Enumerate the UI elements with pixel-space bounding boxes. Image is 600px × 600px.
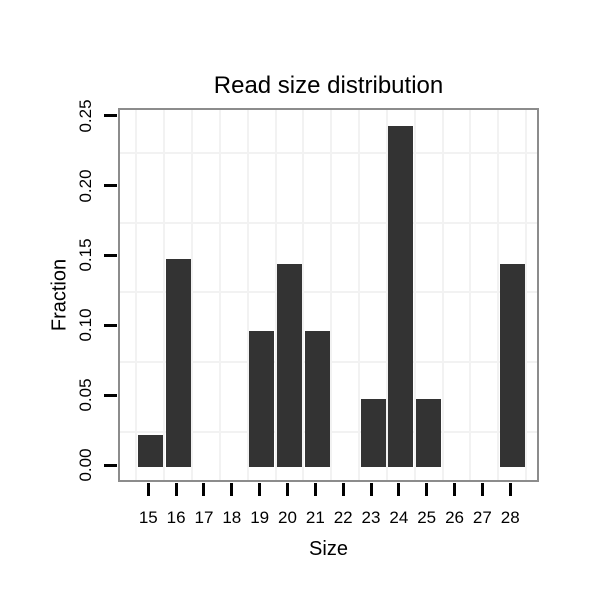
- x-tick-label: 24: [389, 508, 409, 527]
- x-tick-label: 17: [194, 508, 214, 527]
- x-tick-label: 27: [472, 508, 492, 527]
- x-axis-tick: [397, 483, 401, 496]
- x-axis-tick: [453, 483, 457, 496]
- y-axis-tick: [104, 323, 117, 327]
- x-tick-label: 19: [250, 508, 270, 527]
- chart-title: Read size distribution: [213, 72, 444, 99]
- x-tick-label: 22: [333, 508, 353, 527]
- x-axis-tick: [341, 483, 345, 496]
- x-tick-label: 20: [278, 508, 297, 527]
- x-axis-tick: [313, 483, 317, 496]
- gridline-horizontal: [120, 221, 537, 224]
- x-tick-label: 15: [138, 508, 158, 527]
- x-axis-tick: [508, 483, 512, 496]
- gridline-vertical: [191, 110, 194, 480]
- bar: [416, 398, 442, 467]
- bar: [137, 434, 163, 467]
- bar: [388, 126, 414, 467]
- gridline-vertical: [246, 110, 249, 480]
- x-tick-label: 25: [417, 508, 437, 527]
- y-tick-label: 0.25: [76, 99, 95, 133]
- x-tick-label: 21: [305, 508, 325, 527]
- gridline-vertical: [218, 110, 221, 480]
- x-axis-tick: [258, 483, 262, 496]
- x-axis-tick: [286, 483, 289, 496]
- x-axis-tick: [480, 483, 484, 496]
- y-axis-tick: [104, 184, 117, 188]
- x-axis-tick: [202, 483, 206, 496]
- bar: [277, 264, 302, 467]
- x-tick-label: 18: [222, 508, 242, 527]
- y-tick-label: 0.00: [76, 448, 95, 482]
- gridline-vertical: [413, 110, 416, 480]
- x-tick-label: 16: [166, 508, 186, 527]
- bar: [165, 258, 191, 467]
- y-tick-label: 0.05: [76, 378, 95, 412]
- gridline-vertical: [358, 110, 361, 480]
- x-tick-label: 26: [445, 508, 464, 527]
- y-axis-tick: [104, 114, 117, 118]
- bar: [499, 264, 525, 467]
- y-tick-label: 0.10: [76, 308, 95, 342]
- gridline-vertical: [525, 110, 528, 480]
- y-axis-title: Fraction: [48, 258, 71, 332]
- gridline-horizontal: [120, 151, 537, 154]
- gridline-vertical: [330, 110, 333, 480]
- bar: [360, 398, 386, 467]
- y-tick-label: 0.15: [76, 238, 95, 272]
- gridline-vertical: [302, 110, 305, 480]
- x-axis-tick: [230, 483, 234, 496]
- x-axis-tick: [425, 483, 429, 496]
- gridline-horizontal: [120, 291, 537, 294]
- gridline-vertical: [385, 110, 388, 480]
- y-axis-tick: [104, 463, 117, 467]
- y-tick-label: 0.20: [76, 169, 95, 203]
- plot-panel: [118, 108, 539, 482]
- gridline-vertical: [274, 110, 277, 480]
- bar: [249, 331, 275, 467]
- y-axis-tick: [104, 253, 117, 257]
- y-axis-tick: [104, 393, 117, 397]
- x-axis-tick: [174, 483, 178, 496]
- x-tick-label: 28: [500, 508, 520, 527]
- gridline-vertical: [469, 110, 472, 480]
- gridline-vertical: [497, 110, 500, 480]
- x-tick-label: 23: [361, 508, 381, 527]
- bar: [304, 331, 330, 467]
- x-axis-tick: [369, 483, 373, 496]
- x-axis-title: Size: [309, 538, 348, 560]
- gridline-vertical: [163, 110, 166, 480]
- gridline-vertical: [441, 110, 444, 480]
- gridline-vertical: [135, 110, 138, 480]
- x-axis-tick: [146, 483, 150, 496]
